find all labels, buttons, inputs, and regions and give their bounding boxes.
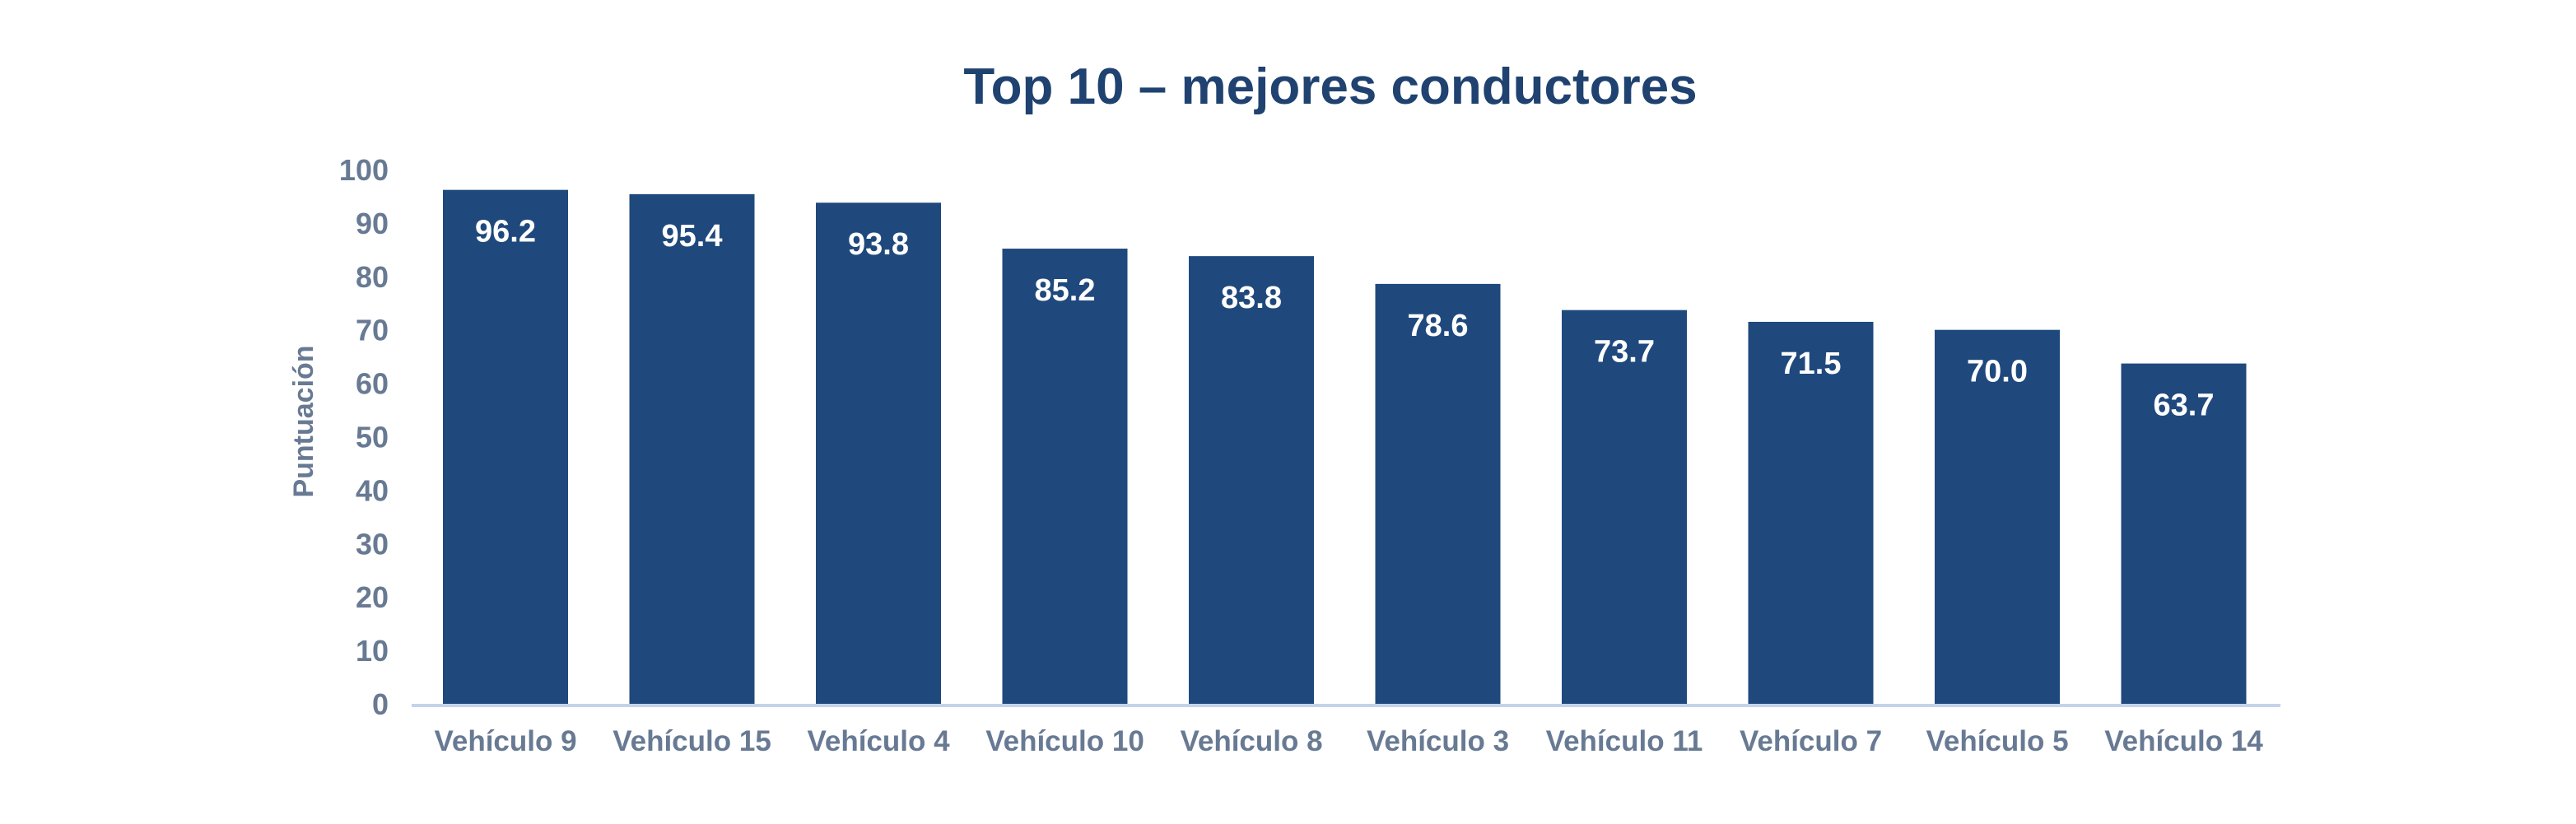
x-tick-label: Vehículo 9 (434, 725, 576, 757)
y-tick-label: 80 (356, 260, 389, 294)
y-tick-label: 20 (356, 580, 389, 614)
bar (1562, 310, 1687, 705)
y-tick-label: 70 (356, 314, 389, 347)
y-axis-ticks: 0 10 20 30 40 50 60 70 80 90 100 (339, 153, 389, 721)
bar (629, 193, 755, 705)
bar-value-label: 71.5 (1781, 347, 1842, 381)
x-tick-label: Vehículo 8 (1180, 725, 1322, 757)
x-tick-label: Vehículo 14 (2104, 725, 2263, 757)
bar (2121, 363, 2247, 705)
y-tick-label: 60 (356, 367, 389, 401)
y-tick-label: 100 (339, 153, 389, 187)
y-tick-label: 40 (356, 473, 389, 507)
bar (1935, 329, 2060, 705)
bar-value-label: 63.7 (2154, 389, 2215, 423)
bar-value-label: 93.8 (848, 227, 909, 262)
bar-value-label: 78.6 (1408, 309, 1469, 343)
x-tick-label: Vehículo 11 (1546, 725, 1703, 757)
y-tick-label: 50 (356, 421, 389, 454)
x-tick-label: Vehículo 7 (1740, 725, 1882, 757)
bar-value-label: 85.2 (1035, 273, 1096, 308)
y-tick-label: 90 (356, 207, 389, 240)
bar-value-label: 70.0 (1967, 355, 2028, 389)
bar-value-label: 83.8 (1221, 281, 1282, 315)
y-tick-label: 10 (356, 634, 389, 668)
x-tick-label: Vehículo 15 (613, 725, 771, 757)
x-tick-label: Vehículo 10 (985, 725, 1144, 757)
x-tick-label: Vehículo 4 (807, 725, 950, 757)
x-tick-label: Vehículo 3 (1367, 725, 1509, 757)
y-axis-label: Puntuación (288, 345, 319, 497)
bar-value-label: 73.7 (1594, 335, 1655, 370)
bar (1002, 249, 1128, 705)
bars: 96.2 95.4 93.8 85.2 83.8 78.6 73.7 71.5 70.0 63.7 (443, 189, 2247, 706)
y-tick-label: 30 (356, 527, 389, 561)
y-tick-label: 0 (372, 687, 389, 721)
bar-value-label: 96.2 (475, 215, 536, 249)
chart-title: Top 10 – mejores conductores (963, 58, 1697, 115)
bar (443, 189, 568, 706)
bar (1748, 321, 1874, 705)
bar (816, 203, 941, 705)
bar (1189, 256, 1314, 705)
x-axis-labels: Vehículo 9 Vehículo 15 Vehículo 4 Vehículo … (434, 725, 2263, 757)
x-tick-label: Vehículo 5 (1926, 725, 2068, 757)
bar-value-label: 95.4 (662, 219, 723, 254)
bar (1375, 283, 1501, 705)
